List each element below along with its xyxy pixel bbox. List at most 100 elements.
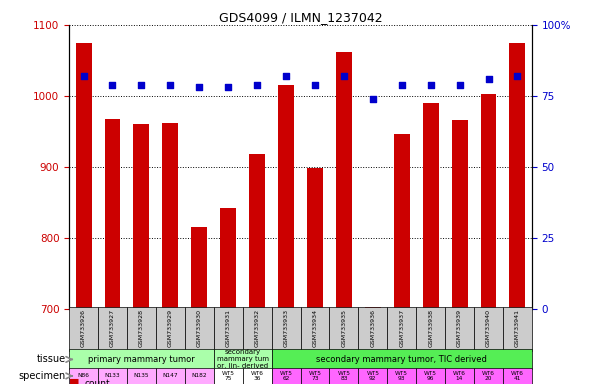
Point [79,73,88,79]
Bar [358,368,387,384]
Text: secondary mammary tumor, TIC derived: secondary mammary tumor, TIC derived [316,355,487,364]
Bar [243,307,272,351]
Bar [394,134,410,309]
Text: WT5
92: WT5 92 [366,371,379,381]
Bar [474,307,503,351]
Text: WT5
93: WT5 93 [395,371,408,381]
Text: GSM733934: GSM733934 [313,308,317,347]
Bar [300,368,329,384]
Text: specimen: specimen [19,371,66,381]
Text: GSM733931: GSM733931 [226,308,231,346]
Bar [329,368,358,384]
Text: WT5
73: WT5 73 [308,371,322,381]
Bar [336,52,352,309]
Text: secondary
mammary tum
or, lin- derived: secondary mammary tum or, lin- derived [216,349,269,369]
Point [108,81,117,88]
Text: N133: N133 [105,373,120,379]
Text: N86: N86 [78,373,90,379]
Bar [127,307,156,351]
Bar [387,307,416,351]
Bar [69,307,98,351]
Bar [365,307,381,309]
Bar [191,227,207,309]
Text: WT6
14: WT6 14 [453,371,466,381]
Bar [423,103,439,309]
Text: N147: N147 [162,373,178,379]
Bar [278,85,294,309]
Bar [69,368,98,384]
Point [513,73,522,79]
Bar [214,307,243,351]
Bar [105,119,120,309]
Text: WT6
41: WT6 41 [511,371,524,381]
Text: GSM733929: GSM733929 [168,308,173,347]
Bar [445,368,474,384]
Bar [272,368,300,384]
Text: GSM733941: GSM733941 [515,308,520,346]
Bar [220,207,236,309]
Bar [98,307,127,351]
Text: WT5
75: WT5 75 [222,371,235,381]
Bar [243,368,272,384]
Point [310,81,320,88]
Bar [127,368,156,384]
Bar [133,124,150,309]
Point [397,81,406,88]
Text: WT5
83: WT5 83 [337,371,350,381]
Point [368,96,377,102]
Bar [387,368,416,384]
Point [224,84,233,91]
Text: ■: ■ [69,378,79,384]
Text: GSM733933: GSM733933 [284,308,288,347]
Text: GSM733936: GSM733936 [370,308,375,346]
Bar [272,307,300,351]
Point [136,81,146,88]
Bar [358,307,387,351]
Text: GSM733927: GSM733927 [110,308,115,347]
Bar [214,368,243,384]
Bar [510,43,525,309]
Bar [69,349,214,369]
Text: GSM733926: GSM733926 [81,308,86,346]
Bar [503,368,532,384]
Point [281,73,291,79]
Text: GSM733930: GSM733930 [197,308,202,346]
Bar [416,307,445,351]
Text: WT6
20: WT6 20 [482,371,495,381]
Bar [162,123,178,309]
Bar [474,368,503,384]
Point [165,81,175,88]
Text: GSM733935: GSM733935 [341,308,346,346]
Text: tissue: tissue [37,354,66,364]
Text: primary mammary tumor: primary mammary tumor [88,355,195,364]
Bar [416,368,445,384]
Text: GSM733928: GSM733928 [139,308,144,346]
Point [252,81,262,88]
Text: GSM733940: GSM733940 [486,308,491,346]
Bar [481,94,496,309]
Text: WT6
36: WT6 36 [251,371,264,381]
Text: N182: N182 [192,373,207,379]
Bar [503,307,532,351]
Bar [214,349,272,369]
Bar [249,154,265,309]
Text: GSM733939: GSM733939 [457,308,462,347]
Point [339,73,349,79]
Title: GDS4099 / ILMN_1237042: GDS4099 / ILMN_1237042 [219,11,382,24]
Point [484,76,493,82]
Point [455,81,465,88]
Bar [451,120,468,309]
Text: count: count [84,379,110,384]
Bar [76,43,91,309]
Bar [300,307,329,351]
Bar [272,349,532,369]
Point [426,81,436,88]
Point [195,84,204,91]
Text: WT5
62: WT5 62 [279,371,293,381]
Bar [307,169,323,309]
Text: WT5
96: WT5 96 [424,371,437,381]
Bar [329,307,358,351]
Text: N135: N135 [133,373,149,379]
Bar [445,307,474,351]
Bar [156,368,185,384]
